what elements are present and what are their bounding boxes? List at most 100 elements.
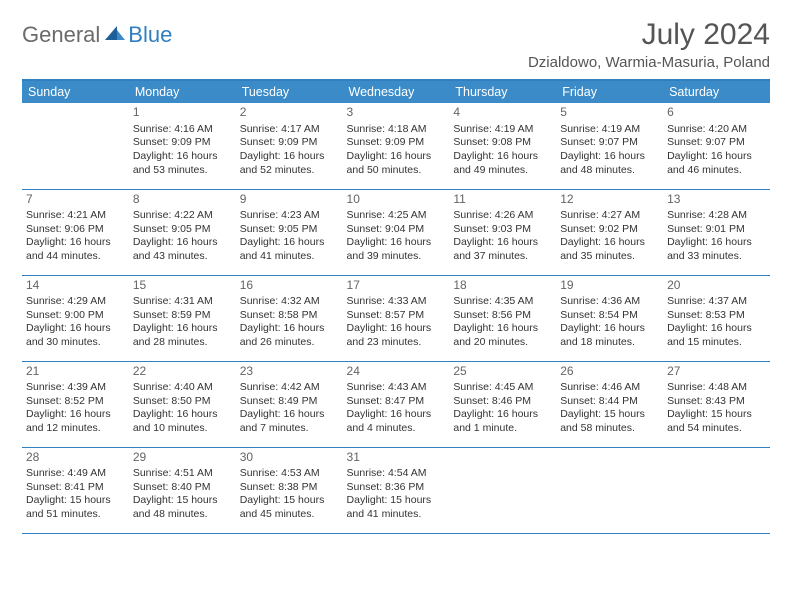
cell-text: and 52 minutes. — [240, 164, 339, 178]
cell-text: and 26 minutes. — [240, 336, 339, 350]
cell-text: Sunset: 8:49 PM — [240, 395, 339, 409]
cell-text: and 50 minutes. — [347, 164, 446, 178]
cell-text: Daylight: 16 hours — [560, 322, 659, 336]
cell-text: and 48 minutes. — [560, 164, 659, 178]
cell-text: and 58 minutes. — [560, 422, 659, 436]
calendar-week-row: 7Sunrise: 4:21 AMSunset: 9:06 PMDaylight… — [22, 189, 770, 275]
cell-text: Sunrise: 4:32 AM — [240, 295, 339, 309]
calendar-cell: 22Sunrise: 4:40 AMSunset: 8:50 PMDayligh… — [129, 361, 236, 447]
cell-text: and 54 minutes. — [667, 422, 766, 436]
cell-text: and 7 minutes. — [240, 422, 339, 436]
cell-text: Sunrise: 4:43 AM — [347, 381, 446, 395]
cell-text: Daylight: 15 hours — [240, 494, 339, 508]
day-number: 26 — [560, 364, 659, 380]
cell-text: Sunrise: 4:22 AM — [133, 209, 232, 223]
cell-text: and 35 minutes. — [560, 250, 659, 264]
calendar-cell: 13Sunrise: 4:28 AMSunset: 9:01 PMDayligh… — [663, 189, 770, 275]
cell-text: and 49 minutes. — [453, 164, 552, 178]
cell-text: Sunrise: 4:54 AM — [347, 467, 446, 481]
cell-text: and 20 minutes. — [453, 336, 552, 350]
cell-text: and 10 minutes. — [133, 422, 232, 436]
calendar-cell: 16Sunrise: 4:32 AMSunset: 8:58 PMDayligh… — [236, 275, 343, 361]
cell-text: Daylight: 16 hours — [347, 322, 446, 336]
cell-text: Daylight: 16 hours — [240, 322, 339, 336]
day-number: 3 — [347, 105, 446, 121]
cell-text: Daylight: 16 hours — [347, 236, 446, 250]
cell-text: Sunrise: 4:51 AM — [133, 467, 232, 481]
cell-text: Sunset: 8:41 PM — [26, 481, 125, 495]
day-number: 21 — [26, 364, 125, 380]
cell-text: and 1 minute. — [453, 422, 552, 436]
day-header: Monday — [129, 80, 236, 103]
cell-text: Daylight: 16 hours — [560, 150, 659, 164]
cell-text: Sunrise: 4:53 AM — [240, 467, 339, 481]
cell-text: Sunrise: 4:40 AM — [133, 381, 232, 395]
calendar-cell: 10Sunrise: 4:25 AMSunset: 9:04 PMDayligh… — [343, 189, 450, 275]
cell-text: Sunset: 8:59 PM — [133, 309, 232, 323]
cell-text: Sunrise: 4:20 AM — [667, 123, 766, 137]
page-title: July 2024 — [528, 18, 770, 52]
cell-text: Sunrise: 4:19 AM — [560, 123, 659, 137]
day-number: 18 — [453, 278, 552, 294]
cell-text: Daylight: 16 hours — [133, 150, 232, 164]
cell-text: Sunset: 8:47 PM — [347, 395, 446, 409]
cell-text: Sunset: 8:54 PM — [560, 309, 659, 323]
calendar-cell: 19Sunrise: 4:36 AMSunset: 8:54 PMDayligh… — [556, 275, 663, 361]
cell-text: and 51 minutes. — [26, 508, 125, 522]
calendar-cell: 30Sunrise: 4:53 AMSunset: 8:38 PMDayligh… — [236, 447, 343, 533]
cell-text: Sunset: 9:05 PM — [240, 223, 339, 237]
cell-text: and 45 minutes. — [240, 508, 339, 522]
day-number: 29 — [133, 450, 232, 466]
cell-text: Sunset: 9:07 PM — [667, 136, 766, 150]
cell-text: Sunrise: 4:42 AM — [240, 381, 339, 395]
cell-text: Daylight: 16 hours — [133, 408, 232, 422]
calendar-cell: 3Sunrise: 4:18 AMSunset: 9:09 PMDaylight… — [343, 103, 450, 189]
day-number: 19 — [560, 278, 659, 294]
cell-text: Sunrise: 4:21 AM — [26, 209, 125, 223]
cell-text: Daylight: 16 hours — [347, 408, 446, 422]
cell-text: Sunset: 9:05 PM — [133, 223, 232, 237]
cell-text: Sunset: 8:52 PM — [26, 395, 125, 409]
cell-text: Daylight: 16 hours — [667, 150, 766, 164]
calendar-cell: 2Sunrise: 4:17 AMSunset: 9:09 PMDaylight… — [236, 103, 343, 189]
logo-text-general: General — [22, 22, 100, 48]
day-header: Tuesday — [236, 80, 343, 103]
calendar-cell: 18Sunrise: 4:35 AMSunset: 8:56 PMDayligh… — [449, 275, 556, 361]
calendar-cell — [449, 447, 556, 533]
cell-text: Daylight: 15 hours — [667, 408, 766, 422]
day-number: 14 — [26, 278, 125, 294]
cell-text: Sunrise: 4:31 AM — [133, 295, 232, 309]
calendar-cell: 7Sunrise: 4:21 AMSunset: 9:06 PMDaylight… — [22, 189, 129, 275]
cell-text: Sunset: 9:08 PM — [453, 136, 552, 150]
day-number: 23 — [240, 364, 339, 380]
cell-text: Sunset: 8:56 PM — [453, 309, 552, 323]
cell-text: Sunset: 9:02 PM — [560, 223, 659, 237]
calendar-cell: 27Sunrise: 4:48 AMSunset: 8:43 PMDayligh… — [663, 361, 770, 447]
calendar-week-row: 21Sunrise: 4:39 AMSunset: 8:52 PMDayligh… — [22, 361, 770, 447]
cell-text: and 53 minutes. — [133, 164, 232, 178]
day-number: 25 — [453, 364, 552, 380]
cell-text: Daylight: 16 hours — [453, 236, 552, 250]
calendar-cell — [22, 103, 129, 189]
cell-text: Sunset: 9:06 PM — [26, 223, 125, 237]
cell-text: Daylight: 16 hours — [453, 150, 552, 164]
cell-text: Sunrise: 4:49 AM — [26, 467, 125, 481]
cell-text: and 4 minutes. — [347, 422, 446, 436]
cell-text: Daylight: 16 hours — [453, 408, 552, 422]
cell-text: Sunrise: 4:25 AM — [347, 209, 446, 223]
cell-text: Sunset: 8:40 PM — [133, 481, 232, 495]
day-number: 27 — [667, 364, 766, 380]
day-header: Saturday — [663, 80, 770, 103]
cell-text: Sunrise: 4:28 AM — [667, 209, 766, 223]
cell-text: and 41 minutes. — [240, 250, 339, 264]
cell-text: and 43 minutes. — [133, 250, 232, 264]
cell-text: Daylight: 16 hours — [133, 236, 232, 250]
cell-text: Sunrise: 4:19 AM — [453, 123, 552, 137]
calendar-cell: 8Sunrise: 4:22 AMSunset: 9:05 PMDaylight… — [129, 189, 236, 275]
calendar-cell: 4Sunrise: 4:19 AMSunset: 9:08 PMDaylight… — [449, 103, 556, 189]
cell-text: and 44 minutes. — [26, 250, 125, 264]
cell-text: Sunset: 9:01 PM — [667, 223, 766, 237]
day-number: 20 — [667, 278, 766, 294]
cell-text: Daylight: 15 hours — [26, 494, 125, 508]
cell-text: Sunset: 9:09 PM — [347, 136, 446, 150]
